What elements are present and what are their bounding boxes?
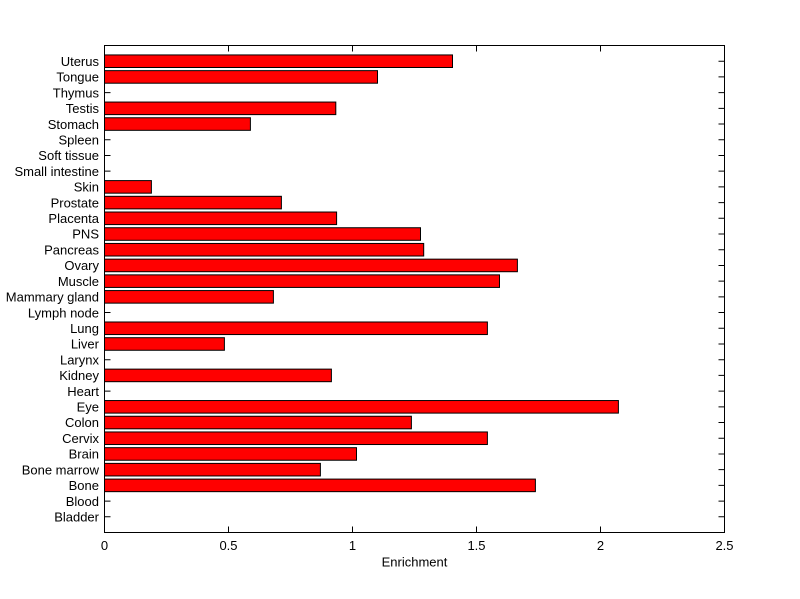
svg-text:Enrichment: Enrichment	[382, 555, 448, 570]
svg-text:Cervix: Cervix	[62, 431, 99, 446]
svg-text:Stomach: Stomach	[48, 117, 99, 132]
svg-text:PNS: PNS	[72, 227, 99, 242]
svg-text:0: 0	[101, 538, 108, 553]
svg-text:Spleen: Spleen	[59, 132, 99, 147]
svg-text:Testis: Testis	[66, 101, 100, 116]
svg-text:Tongue: Tongue	[56, 70, 99, 85]
svg-text:Heart: Heart	[67, 384, 99, 399]
svg-text:Brain: Brain	[69, 447, 99, 462]
svg-text:Prostate: Prostate	[51, 195, 99, 210]
svg-text:Muscle: Muscle	[58, 274, 99, 289]
svg-text:Liver: Liver	[71, 337, 100, 352]
svg-text:Bone: Bone	[69, 478, 99, 493]
svg-text:Soft tissue: Soft tissue	[38, 148, 99, 163]
svg-text:Uterus: Uterus	[61, 54, 100, 69]
svg-text:Small intestine: Small intestine	[14, 164, 99, 179]
svg-text:2: 2	[597, 538, 604, 553]
svg-text:Lymph node: Lymph node	[28, 305, 99, 320]
svg-text:Larynx: Larynx	[60, 352, 100, 367]
svg-text:Eye: Eye	[77, 400, 99, 415]
svg-text:Bone marrow: Bone marrow	[22, 462, 100, 477]
svg-text:1.5: 1.5	[467, 538, 485, 553]
svg-text:Placenta: Placenta	[48, 211, 99, 226]
svg-text:Thymus: Thymus	[53, 85, 100, 100]
svg-text:Blood: Blood	[66, 494, 99, 509]
svg-text:Pancreas: Pancreas	[44, 242, 99, 257]
svg-text:Kidney: Kidney	[59, 368, 99, 383]
svg-text:2.5: 2.5	[715, 538, 733, 553]
svg-text:Mammary gland: Mammary gland	[6, 290, 99, 305]
svg-text:Bladder: Bladder	[54, 509, 99, 524]
svg-text:Lung: Lung	[70, 321, 99, 336]
svg-text:Skin: Skin	[74, 180, 99, 195]
svg-text:0.5: 0.5	[219, 538, 237, 553]
svg-text:Ovary: Ovary	[64, 258, 99, 273]
svg-text:Colon: Colon	[65, 415, 99, 430]
svg-text:1: 1	[349, 538, 356, 553]
